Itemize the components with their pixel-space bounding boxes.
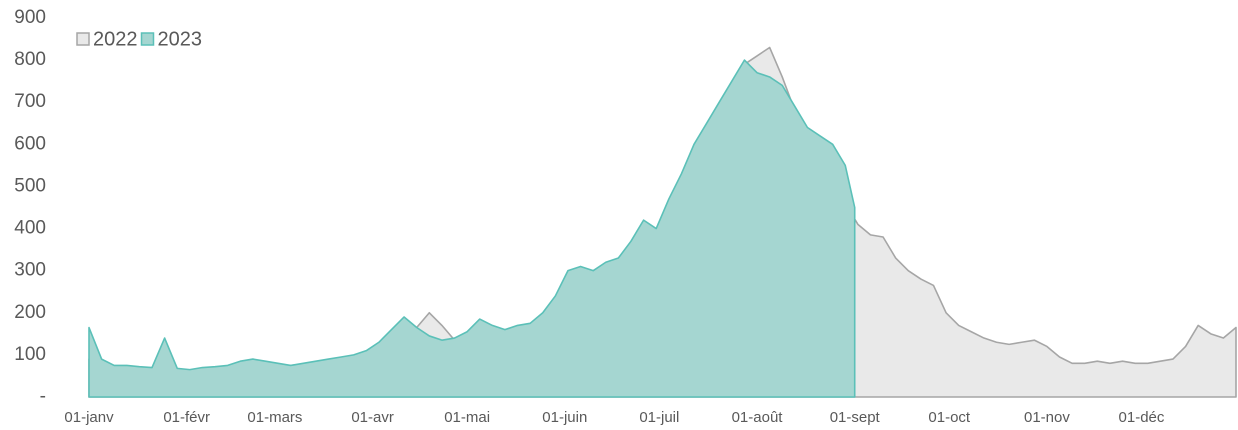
- y-tick-label: 500: [14, 175, 46, 196]
- y-tick-label: 800: [14, 49, 46, 70]
- x-tick-label: 01-avr: [351, 409, 394, 426]
- legend-swatch: [140, 32, 155, 46]
- x-tick-label: 01-févr: [163, 409, 210, 426]
- y-tick-label: -: [40, 386, 46, 407]
- x-tick-label: 01-mars: [247, 409, 302, 426]
- y-tick-label: 600: [14, 133, 46, 154]
- x-tick-label: 01-janv: [64, 409, 114, 426]
- y-tick-label: 200: [14, 302, 46, 323]
- x-tick-label: 01-sept: [830, 409, 881, 426]
- legend-swatch: [76, 32, 90, 46]
- y-tick-label: 700: [14, 91, 46, 112]
- x-tick-label: 01-août: [732, 409, 784, 426]
- y-tick-label: 900: [14, 7, 46, 28]
- x-tick-label: 01-déc: [1119, 409, 1165, 426]
- y-tick-label: 400: [14, 218, 46, 239]
- x-tick-label: 01-juil: [639, 409, 679, 426]
- x-tick-label: 01-oct: [928, 409, 971, 426]
- legend-label: 2022: [93, 28, 138, 50]
- x-tick-label: 01-juin: [542, 409, 587, 426]
- y-tick-label: 300: [14, 260, 46, 281]
- area: [88, 59, 856, 398]
- legend-label: 2023: [158, 28, 203, 50]
- y-tick-label: 100: [14, 344, 46, 365]
- x-tick-label: 01-nov: [1024, 409, 1070, 426]
- x-tick-label: 01-mai: [444, 409, 490, 426]
